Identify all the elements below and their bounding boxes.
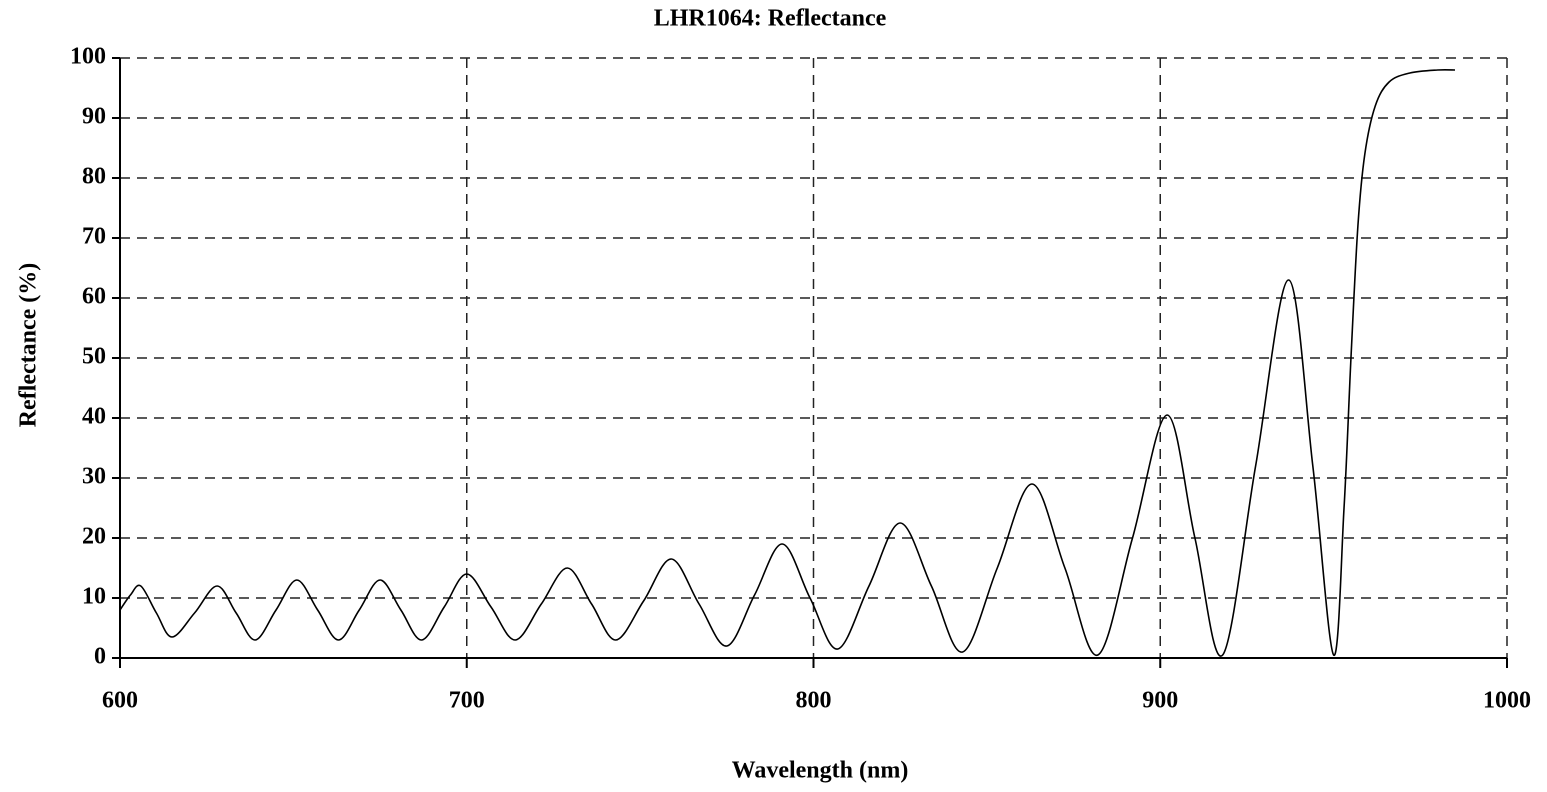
y-tick-label: 0 (94, 644, 106, 670)
y-tick-label: 40 (82, 404, 106, 430)
y-axis-label: Reflectance (%) (16, 263, 42, 428)
y-tick-label: 30 (82, 464, 106, 490)
chart-title: LHR1064: Reflectance (654, 6, 887, 32)
x-tick-label: 1000 (1483, 688, 1531, 714)
y-tick-label: 10 (82, 584, 106, 610)
x-tick-label: 800 (796, 688, 832, 714)
x-tick-label: 700 (449, 688, 485, 714)
y-tick-label: 20 (82, 524, 106, 550)
y-tick-label: 90 (82, 104, 106, 130)
y-tick-label: 60 (82, 284, 106, 310)
y-tick-label: 100 (70, 44, 106, 70)
x-axis-label: Wavelength (nm) (732, 758, 909, 784)
x-tick-label: 600 (102, 688, 138, 714)
y-tick-label: 80 (82, 164, 106, 190)
y-tick-label: 50 (82, 344, 106, 370)
y-tick-label: 70 (82, 224, 106, 250)
data-line (119, 68, 1455, 657)
x-tick-label: 900 (1142, 688, 1178, 714)
